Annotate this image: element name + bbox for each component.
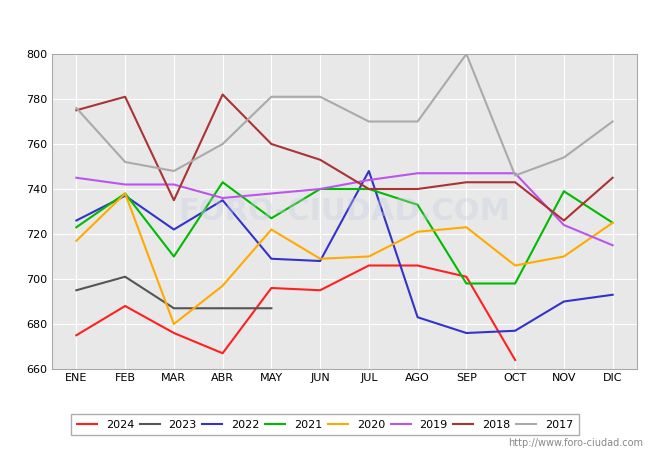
Text: Afiliados en El Viso a 30/9/2024: Afiliados en El Viso a 30/9/2024	[171, 13, 479, 32]
Text: http://www.foro-ciudad.com: http://www.foro-ciudad.com	[508, 438, 644, 448]
Text: FORO-CIUDAD.COM: FORO-CIUDAD.COM	[179, 197, 510, 226]
Legend: 2024, 2023, 2022, 2021, 2020, 2019, 2018, 2017: 2024, 2023, 2022, 2021, 2020, 2019, 2018…	[72, 414, 578, 436]
